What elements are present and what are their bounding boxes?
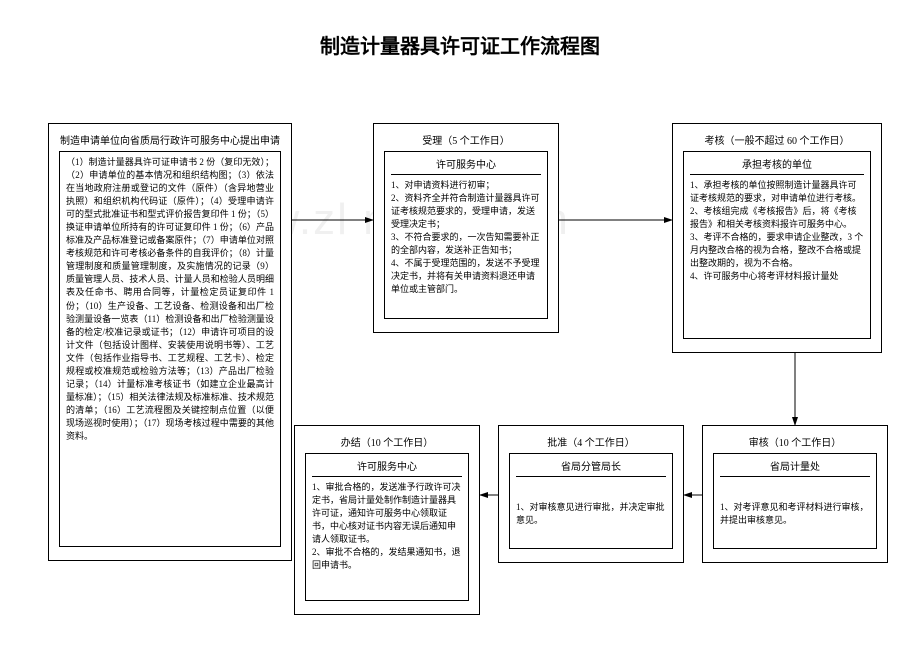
assessment-subheader: 承担考核的单位 [690, 156, 864, 175]
assessment-header: 考核（一般不超过 60 个工作日） [683, 130, 871, 151]
assessment-step: 考核（一般不超过 60 个工作日） 承担考核的单位 1、承担考核的单位按照制造计… [672, 123, 882, 353]
application-body: （1）制造计量器具许可证申请书 2 份（复印无效）；（2）申请单位的基本情况和组… [66, 156, 274, 443]
application-step: 制造申请单位向省质局行政许可服务中心提出申请 （1）制造计量器具许可证申请书 2… [48, 123, 292, 561]
acceptance-inner: 许可服务中心 1、对申请资料进行初审； 2、资料齐全并符合制造计量器具许可证考核… [384, 151, 548, 319]
finalize-body: 1、审批合格的，发送准予行政许可决定书，省局计量处制作制造计量器具许可证，通知许… [312, 481, 462, 572]
assessment-body: 1、承担考核的单位按照制造计量器具许可证考核规范的要求，对申请单位进行考核。 2… [690, 179, 864, 283]
finalize-inner: 许可服务中心 1、审批合格的，发送准予行政许可决定书，省局计量处制作制造计量器具… [305, 453, 469, 601]
acceptance-subheader: 许可服务中心 [391, 156, 541, 175]
acceptance-step: 受理（5 个工作日） 许可服务中心 1、对申请资料进行初审； 2、资料齐全并符合… [373, 123, 559, 333]
finalize-header: 办结（10 个工作日） [305, 432, 469, 453]
approval-inner: 省局分管局长 1、对审核意见进行审批，并决定审批意见。 [509, 453, 673, 549]
assessment-inner: 承担考核的单位 1、承担考核的单位按照制造计量器具许可证考核规范的要求，对申请单… [683, 151, 871, 339]
finalize-step: 办结（10 个工作日） 许可服务中心 1、审批合格的，发送准予行政许可决定书，省… [294, 425, 480, 615]
review-header: 审核（10 个工作日） [713, 432, 877, 453]
review-step: 审核（10 个工作日） 省局计量处 1、对考评意见和考评材料进行审核，并提出审核… [702, 425, 888, 563]
application-header: 制造申请单位向省质局行政许可服务中心提出申请 [59, 130, 281, 151]
review-body: 1、对考评意见和考评材料进行审核，并提出审核意见。 [720, 481, 870, 527]
finalize-subheader: 许可服务中心 [312, 458, 462, 477]
review-subheader: 省局计量处 [720, 458, 870, 477]
acceptance-body: 1、对申请资料进行初审； 2、资料齐全并符合制造计量器具许可证考核规范要求的，受… [391, 179, 541, 296]
approval-subheader: 省局分管局长 [516, 458, 666, 477]
approval-body: 1、对审核意见进行审批，并决定审批意见。 [516, 481, 666, 527]
approval-step: 批准（4 个工作日） 省局分管局长 1、对审核意见进行审批，并决定审批意见。 [498, 425, 684, 563]
application-inner: （1）制造计量器具许可证申请书 2 份（复印无效）；（2）申请单位的基本情况和组… [59, 151, 281, 547]
review-inner: 省局计量处 1、对考评意见和考评材料进行审核，并提出审核意见。 [713, 453, 877, 549]
approval-header: 批准（4 个工作日） [509, 432, 673, 453]
page-title: 制造计量器具许可证工作流程图 [10, 30, 910, 59]
acceptance-header: 受理（5 个工作日） [384, 130, 548, 151]
